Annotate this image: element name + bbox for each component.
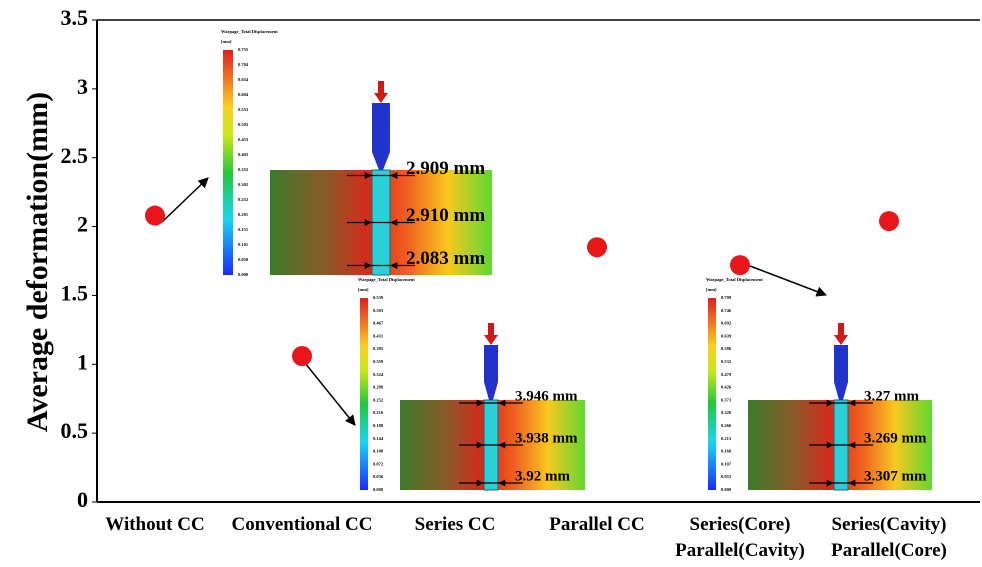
colorbar-label: 0.180	[373, 423, 384, 428]
x-tick-label: Series CC	[414, 514, 496, 535]
pointer-arrow	[161, 177, 209, 223]
colorbar-label: 0.426	[721, 385, 732, 390]
colorbar	[223, 50, 233, 275]
colorbar-label: 0.799	[721, 295, 732, 300]
x-tick-label: Without CC	[105, 514, 205, 535]
colorbar-label: 0.324	[373, 372, 384, 377]
colorbar-label: 0.252	[238, 197, 249, 202]
y-tick-label: 0.5	[61, 418, 89, 443]
point	[145, 205, 165, 226]
colorbar-label: 0.302	[238, 182, 249, 187]
colorbar-label: 0.288	[373, 385, 384, 390]
colorbar	[708, 298, 716, 490]
colorbar-label: 0.151	[238, 227, 249, 232]
gate-arrow	[374, 81, 388, 103]
inset-title: Warpage_Total Displacement	[358, 277, 415, 282]
colorbar-label: 0.467	[373, 321, 384, 326]
colorbar-label: 0.144	[373, 436, 384, 441]
y-tick-label: 2	[77, 212, 88, 237]
colorbar-label: 0.654	[238, 77, 249, 82]
colorbar-label: 0.539	[373, 295, 384, 300]
colorbar-label: 0.746	[721, 308, 732, 313]
pointer-arrow	[749, 265, 827, 297]
colorbar-label: 0.252	[373, 397, 384, 402]
y-tick-label: 3.5	[61, 5, 89, 30]
colorbar-label: 0.639	[721, 333, 732, 338]
inset-unit: [mm]	[706, 287, 717, 292]
point	[587, 237, 607, 258]
dimension-label: 2.910 mm	[406, 205, 485, 226]
colorbar-label: 0.431	[373, 333, 384, 338]
colorbar-label: 0.320	[721, 410, 732, 415]
colorbar-label: 0.503	[373, 308, 384, 313]
colorbar-label: 0.586	[721, 346, 732, 351]
dimension-label: 3.946 mm	[515, 388, 578, 404]
colorbar-label: 0.755	[238, 47, 249, 52]
colorbar-label: 0.692	[721, 321, 732, 326]
y-tick-label: 1.5	[61, 280, 89, 305]
inset-unit: [mm]	[221, 39, 232, 44]
gate-arrow	[834, 323, 848, 345]
colorbar-label: 0.000	[373, 487, 384, 492]
x-tick-label: Conventional CC	[231, 514, 373, 535]
pointer-arrow	[304, 362, 356, 426]
y-axis-label: Average deformation(mm)	[21, 92, 54, 432]
colorbar-label: 0.533	[721, 359, 732, 364]
y-tick-label: 1	[77, 349, 88, 374]
dimension-label: 2.909 mm	[406, 158, 485, 179]
colorbar-label: 0.216	[373, 410, 384, 415]
colorbar-label: 0.373	[721, 397, 732, 402]
colorbar-label: 0.395	[373, 346, 384, 351]
inset-unit: [mm]	[358, 287, 369, 292]
point	[730, 255, 750, 276]
colorbar-label: 0.107	[721, 461, 732, 466]
colorbar-label: 0.403	[238, 152, 249, 157]
colorbar-label: 0.101	[238, 242, 249, 247]
colorbar-label: 0.160	[721, 449, 732, 454]
colorbar	[360, 298, 368, 490]
colorbar-label: 0.108	[373, 449, 384, 454]
colorbar-label: 0.352	[238, 167, 249, 172]
colorbar-label: 0.359	[373, 359, 384, 364]
y-tick-label: 2.5	[61, 143, 89, 168]
x-tick-label: Series(Cavity) Parallel(Core)	[831, 514, 947, 561]
nozzle	[484, 345, 498, 400]
dimension-label: 3.269 mm	[864, 430, 927, 446]
colorbar-label: 0.000	[238, 272, 249, 277]
dimension-label: 3.938 mm	[515, 430, 578, 446]
inset-title: Warpage_Total Displacement	[221, 29, 278, 34]
colorbar-label: 0.072	[373, 461, 384, 466]
colorbar-label: 0.053	[721, 474, 732, 479]
gate-arrow	[484, 323, 498, 345]
x-tick-label: Series(Core) Parallel(Cavity)	[675, 514, 805, 561]
colorbar-label: 0.503	[238, 122, 249, 127]
dimension-label: 3.27 mm	[864, 388, 919, 404]
inset-title: Warpage_Total Displacement	[706, 277, 763, 282]
colorbar-label: 0.453	[238, 137, 249, 142]
y-tick-label: 3	[77, 74, 88, 99]
colorbar-label: 0.201	[238, 212, 249, 217]
dimension-label: 2.083 mm	[406, 248, 485, 269]
colorbar-label: 0.266	[721, 423, 732, 428]
point	[879, 211, 899, 232]
colorbar-label: 0.479	[721, 372, 732, 377]
dimension-label: 3.92 mm	[515, 468, 570, 484]
nozzle	[834, 345, 848, 400]
y-tick-label: 0	[77, 487, 88, 512]
colorbar-label: 0.213	[721, 436, 732, 441]
x-tick-label: Parallel CC	[549, 514, 645, 535]
dimension-label: 3.307 mm	[864, 468, 927, 484]
nozzle	[372, 103, 390, 170]
colorbar-label: 0.036	[373, 474, 384, 479]
colorbar-label: 0.050	[238, 257, 249, 262]
colorbar-label: 0.553	[238, 107, 249, 112]
colorbar-label: 0.000	[721, 487, 732, 492]
colorbar-label: 0.704	[238, 62, 249, 67]
point	[292, 346, 312, 367]
colorbar-label: 0.604	[238, 92, 249, 97]
